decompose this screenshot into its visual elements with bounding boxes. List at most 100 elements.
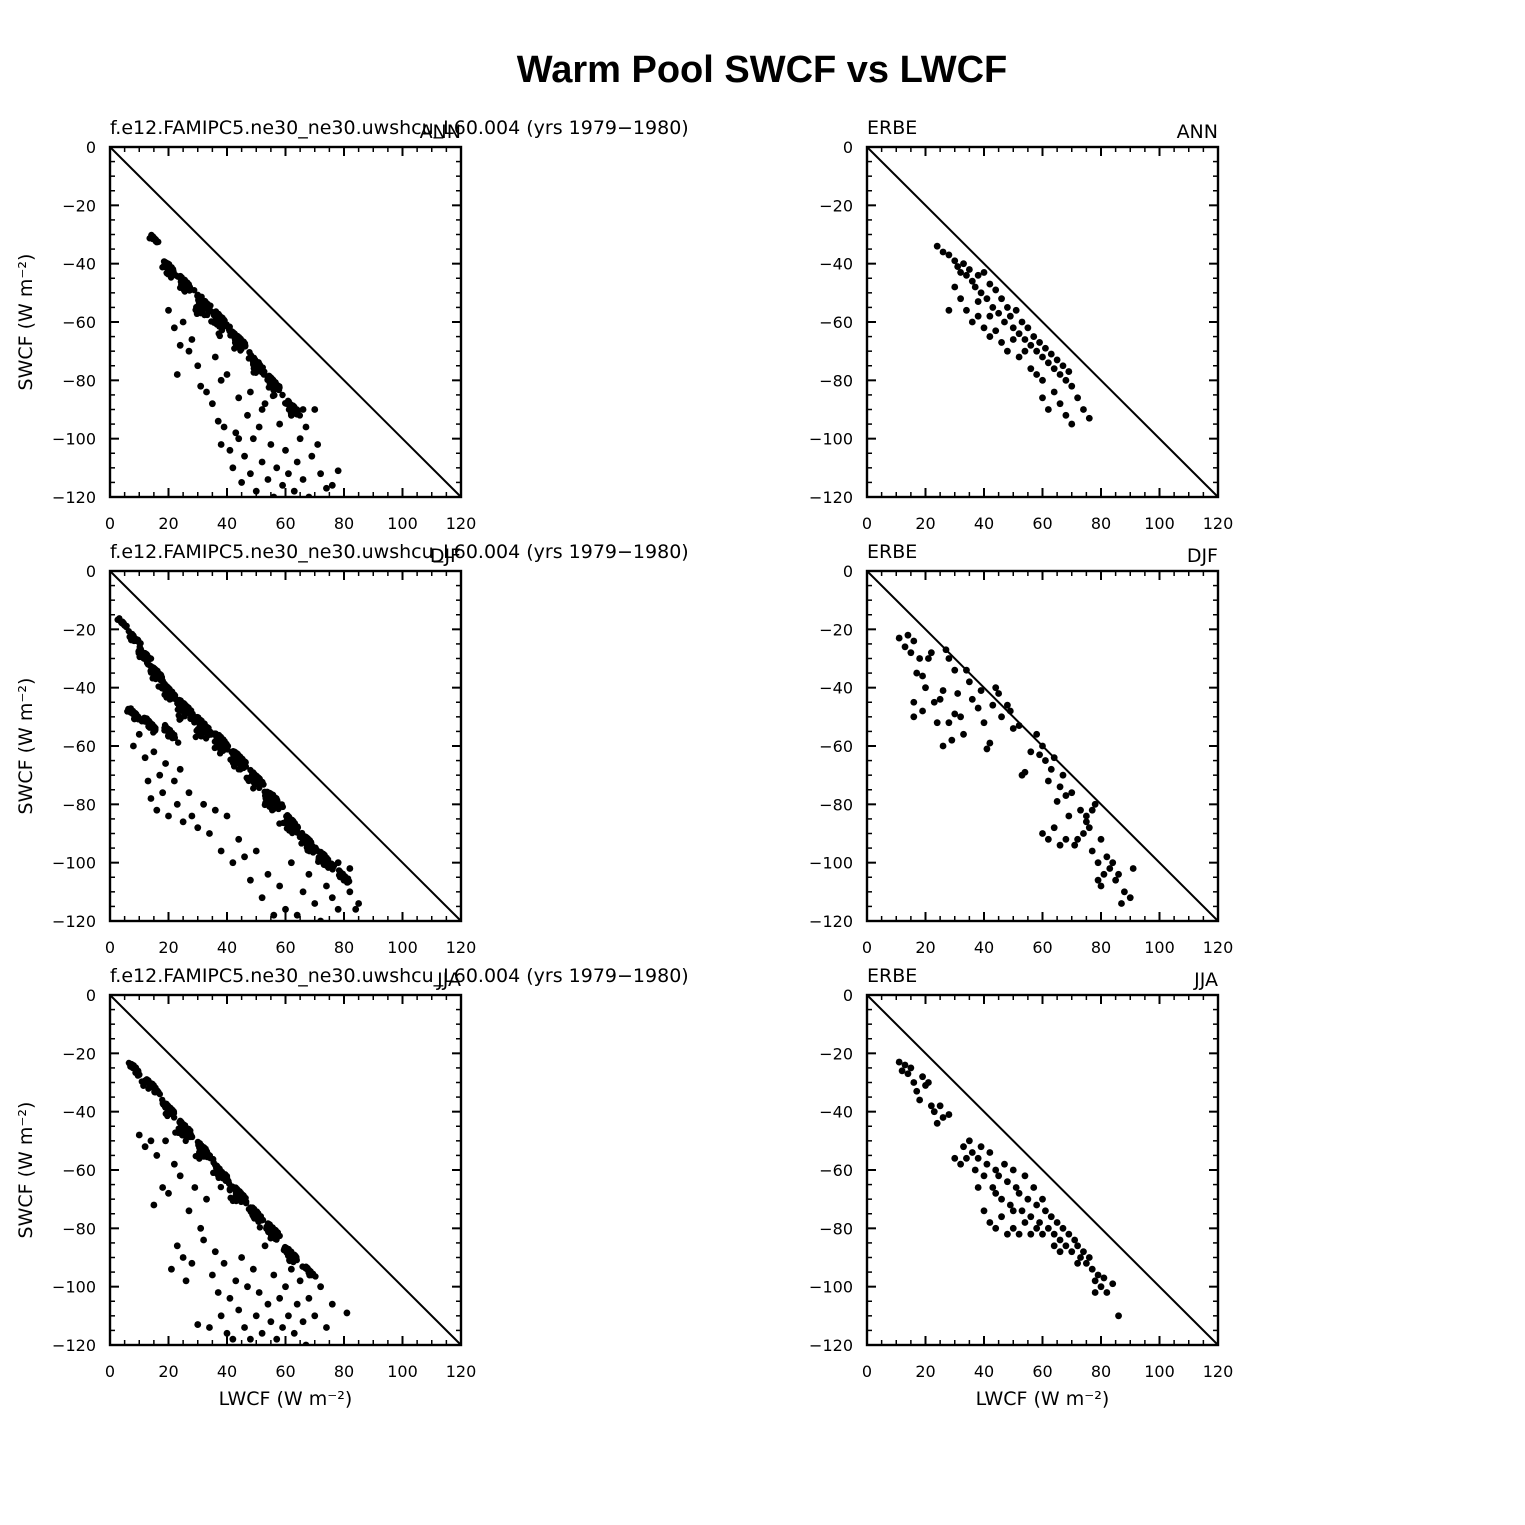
scatter-point	[276, 820, 283, 827]
scatter-point	[226, 446, 234, 454]
scatter-point	[963, 1154, 970, 1162]
scatter-point	[1021, 1219, 1029, 1226]
scatter-point	[145, 1077, 152, 1084]
scatter-point	[270, 911, 278, 919]
y-tick-label: −40	[62, 255, 96, 274]
scatter-point	[187, 707, 195, 714]
scatter-point	[1042, 344, 1049, 352]
scatter-point	[1085, 1254, 1093, 1261]
scatter-point	[954, 690, 962, 697]
x-tick-label: 40	[217, 514, 237, 533]
scatter-point	[1068, 1248, 1076, 1256]
scatter-point	[945, 655, 953, 662]
scatter-point	[220, 423, 228, 431]
scatter-point	[194, 362, 202, 370]
scatter-point	[983, 745, 991, 753]
scatter-point	[192, 733, 199, 741]
scatter-point	[1033, 1224, 1041, 1232]
scatter-point	[141, 1143, 149, 1151]
scatter-point	[992, 1224, 1000, 1232]
scatter-point	[272, 1233, 279, 1240]
data-points	[895, 1058, 1122, 1320]
scatter-point	[977, 289, 985, 297]
scatter-panel-1: 0 20 40 60 80 100 120 0 −20 −40 −60 −80 −100 −120 f.e1…	[15, 117, 689, 533]
scatter-point	[226, 1187, 234, 1194]
x-tick-label: 0	[862, 938, 872, 957]
scatter-point	[197, 1224, 205, 1232]
scatter-point	[267, 1318, 275, 1326]
scatter-point	[273, 1335, 281, 1343]
scatter-point	[1027, 748, 1035, 756]
scatter-point	[1074, 394, 1081, 402]
x-tick-label: 60	[275, 1362, 295, 1381]
y-tick-label: −80	[62, 371, 96, 390]
scatter-point	[176, 1172, 184, 1180]
x-axis-label: LWCF (W m⁻²)	[976, 1388, 1110, 1410]
scatter-point	[149, 235, 156, 243]
scatter-point	[311, 900, 319, 907]
scatter-point	[247, 1335, 254, 1343]
y-axis-label: SWCF (W m⁻²)	[15, 254, 37, 391]
scatter-point	[1071, 841, 1079, 849]
scatter-point	[1074, 1242, 1081, 1250]
scatter-point	[235, 394, 243, 402]
scatter-point	[276, 1294, 284, 1302]
scatter-point	[271, 795, 279, 802]
scatter-point	[1030, 1184, 1038, 1191]
y-tick-label: −120	[52, 912, 96, 931]
scatter-point	[1050, 754, 1058, 762]
scatter-point	[252, 1312, 260, 1320]
scatter-point	[933, 1119, 941, 1127]
scatter-point	[220, 1259, 228, 1267]
scatter-panel-2: 0 20 40 60 80 100 120 0 −20 −40 −60 −80 −100 −120 ERBE…	[809, 117, 1233, 533]
scatter-point	[328, 894, 336, 902]
scatter-point	[241, 452, 248, 460]
scatter-point	[323, 882, 330, 890]
scatter-point	[992, 1166, 1000, 1174]
scatter-point	[153, 1152, 161, 1159]
scatter-point	[1118, 900, 1125, 907]
scatter-point	[141, 652, 148, 659]
scatter-point	[1044, 835, 1052, 843]
scatter-point	[355, 900, 363, 907]
x-tick-label: 40	[217, 938, 237, 957]
scatter-point	[264, 476, 272, 483]
scatter-point	[193, 727, 200, 734]
scatter-point	[980, 1207, 988, 1215]
scatter-point	[211, 353, 219, 361]
scatter-point	[1044, 406, 1052, 413]
scatter-point	[198, 306, 205, 313]
x-tick-label: 120	[446, 938, 477, 957]
scatter-point	[1062, 835, 1070, 843]
scatter-panel-5: 0 20 40 60 80 100 120 0 −20 −40 −60 −80 −100 −120 f.e1…	[15, 965, 689, 1410]
y-tick-label: 0	[86, 138, 96, 157]
scatter-point	[995, 1172, 1003, 1180]
y-tick-label: −60	[819, 313, 853, 332]
scatter-point	[258, 781, 265, 788]
scatter-point	[1091, 800, 1099, 808]
scatter-point	[124, 708, 131, 715]
y-tick-label: −60	[62, 313, 96, 332]
y-tick-label: −60	[819, 1161, 853, 1180]
scatter-point	[971, 1166, 979, 1174]
scatter-point	[217, 1312, 225, 1320]
scatter-point	[148, 666, 156, 673]
scatter-point	[275, 386, 283, 394]
y-tick-label: −120	[52, 1336, 96, 1355]
scatter-point	[242, 762, 249, 770]
scatter-point	[1056, 1236, 1064, 1244]
scatter-point	[1074, 1259, 1081, 1267]
scatter-point	[1044, 1224, 1052, 1232]
scatter-point	[179, 1254, 187, 1261]
scatter-point	[211, 738, 219, 745]
scatter-point	[223, 1329, 231, 1337]
one-to-one-line	[109, 994, 462, 1346]
scatter-point	[136, 1071, 143, 1078]
scatter-point	[998, 1213, 1005, 1221]
scatter-point	[210, 730, 218, 737]
scatter-point	[1071, 1236, 1079, 1244]
scatter-point	[974, 271, 982, 279]
panel-right-label: JJA	[1193, 969, 1218, 991]
scatter-point	[1050, 1230, 1058, 1238]
scatter-point	[1062, 1242, 1070, 1250]
